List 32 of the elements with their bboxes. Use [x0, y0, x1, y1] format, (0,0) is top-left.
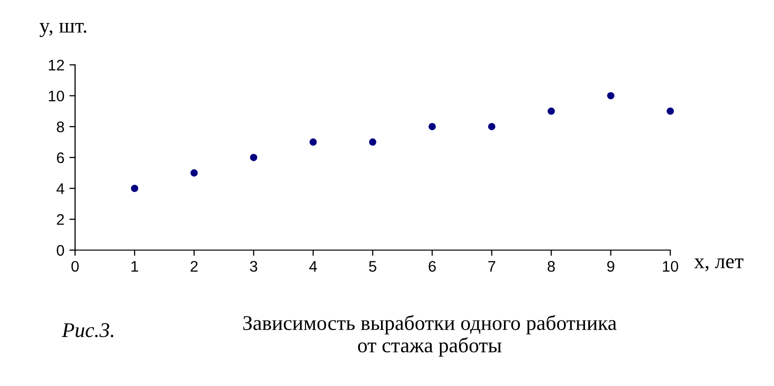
y-tick-label: 0 — [56, 244, 64, 256]
y-tick-label: 6 — [56, 152, 64, 164]
x-tick-label: 6 — [428, 260, 436, 272]
x-tick-label: 2 — [190, 260, 198, 272]
y-axis-title: y, шт. — [40, 22, 86, 38]
x-axis-title: x, лет — [694, 258, 744, 272]
y-tick-label: 8 — [56, 121, 64, 132]
point — [428, 122, 436, 130]
x-tick-label: 7 — [488, 261, 496, 272]
point — [666, 108, 674, 115]
point — [130, 184, 138, 192]
point — [310, 138, 317, 146]
y-tick-label: 4 — [56, 183, 64, 194]
x-tick-label: 5 — [369, 261, 376, 272]
x-tick-label: 1 — [132, 261, 138, 272]
x-tick-label: 0 — [71, 260, 79, 272]
x-tick-label: 8 — [548, 260, 555, 272]
point — [607, 92, 614, 100]
point — [488, 122, 496, 130]
text: Зависимость выработки одного работника от стажа работы — [243, 314, 617, 357]
y-tick-label: 2 — [56, 214, 64, 225]
point — [548, 108, 555, 115]
x-tick-label: 4 — [309, 261, 317, 272]
y-tick-label: 12 — [48, 60, 64, 70]
x-tick-label: 9 — [607, 260, 614, 272]
y-tick-label: 10 — [48, 90, 64, 102]
point — [369, 138, 376, 146]
x-tick-label: 10 — [662, 260, 678, 272]
x-tick-label: 3 — [250, 260, 258, 272]
point — [250, 154, 258, 162]
point — [190, 169, 198, 177]
text: Рис.3. — [62, 323, 114, 338]
